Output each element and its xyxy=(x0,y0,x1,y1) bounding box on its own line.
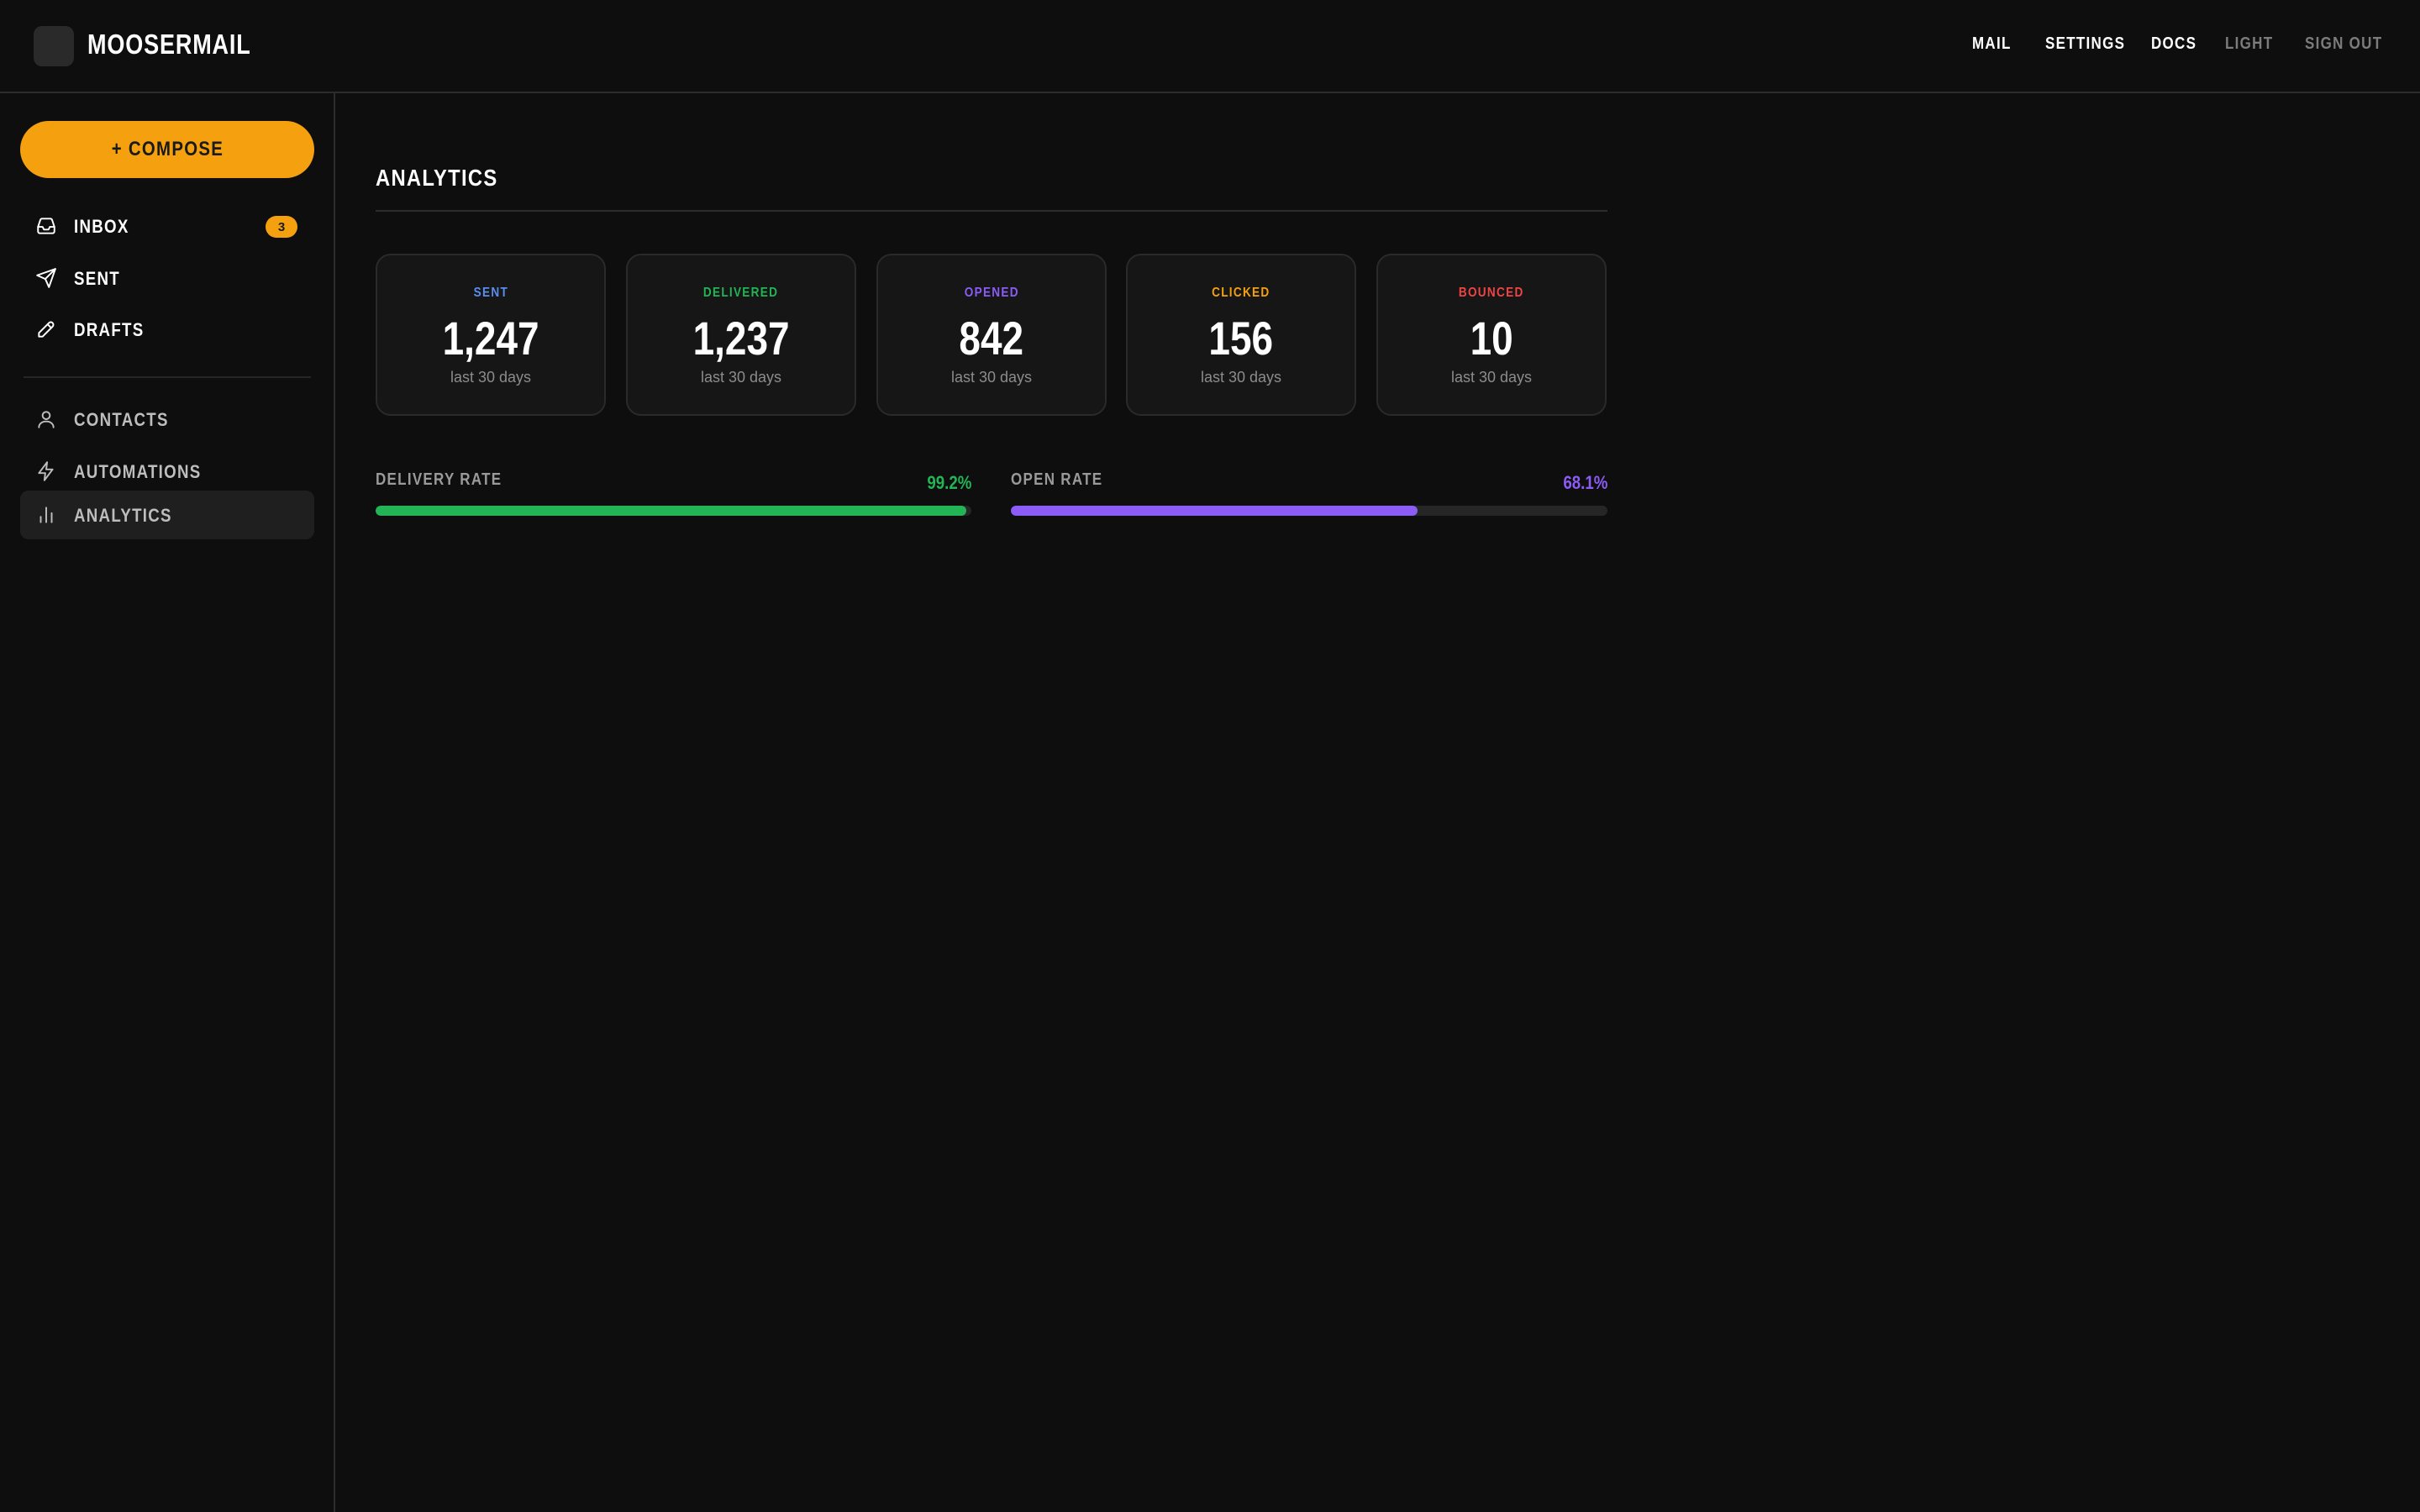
stat-card-delivered: DELIVERED 1,237 last 30 days xyxy=(626,254,856,416)
compose-button[interactable]: + COMPOSE xyxy=(20,121,314,178)
send-icon xyxy=(36,268,56,288)
compose-label: + COMPOSE xyxy=(111,138,224,160)
open-rate-value: 68.1% xyxy=(1562,472,1607,493)
stat-value: 1,247 xyxy=(442,312,539,365)
stat-period: last 30 days xyxy=(1450,369,1533,386)
stat-period: last 30 days xyxy=(450,369,532,386)
top-header: MOOSERMAIL MAIL SETTINGS DOCS LIGHT SIGN… xyxy=(0,0,2420,93)
stat-card-sent: SENT 1,247 last 30 days xyxy=(376,254,606,416)
logo-icon[interactable] xyxy=(34,26,74,66)
stat-value: 156 xyxy=(1208,312,1274,365)
nav-sign-out[interactable]: SIGN OUT xyxy=(2305,34,2383,53)
sidebar-item-drafts[interactable]: DRAFTS xyxy=(20,305,314,354)
stat-card-opened: OPENED 842 last 30 days xyxy=(876,254,1107,416)
sidebar-item-label: INBOX xyxy=(74,216,129,237)
pencil-icon xyxy=(38,321,55,338)
sidebar-divider xyxy=(24,376,311,378)
sidebar-item-label: AUTOMATIONS xyxy=(74,461,202,482)
open-rate-bar xyxy=(1011,506,1607,516)
sidebar-item-label: SENT xyxy=(74,268,120,289)
open-rate-fill xyxy=(1011,506,1418,516)
stat-card-clicked: CLICKED 156 last 30 days xyxy=(1126,254,1356,416)
stat-value: 10 xyxy=(1470,312,1513,365)
brand-name[interactable]: MOOSERMAIL xyxy=(87,29,251,60)
sidebar-item-contacts[interactable]: CONTACTS xyxy=(20,395,314,444)
nav-settings[interactable]: SETTINGS xyxy=(2045,34,2126,53)
nav-light-toggle[interactable]: LIGHT xyxy=(2225,34,2274,53)
nav-mail[interactable]: MAIL xyxy=(1972,34,2012,53)
page-title: ANALYTICS xyxy=(376,165,498,191)
title-divider xyxy=(376,210,1607,212)
nav-docs[interactable]: DOCS xyxy=(2151,34,2197,53)
stat-label: CLICKED xyxy=(1212,286,1270,300)
user-icon xyxy=(38,411,55,428)
stat-label: BOUNCED xyxy=(1459,286,1524,300)
stat-label: DELIVERED xyxy=(703,286,779,300)
unread-count-badge: 3 xyxy=(266,216,297,238)
sidebar-item-label: DRAFTS xyxy=(74,319,145,340)
stat-value: 842 xyxy=(959,312,1024,365)
stat-card-bounced: BOUNCED 10 last 30 days xyxy=(1376,254,1607,416)
delivery-rate-fill xyxy=(376,506,967,516)
sidebar: + COMPOSE INBOX 3 SENT DRAFTS CONTACTS xyxy=(0,93,335,1512)
delivery-rate-label: DELIVERY RATE xyxy=(376,470,502,489)
lightning-icon xyxy=(38,461,54,481)
sidebar-item-label: ANALYTICS xyxy=(74,505,172,526)
sidebar-item-inbox[interactable]: INBOX 3 xyxy=(20,202,314,250)
sidebar-item-analytics[interactable]: ANALYTICS xyxy=(20,491,314,539)
bar-chart-icon xyxy=(39,507,53,523)
delivery-rate-bar xyxy=(376,506,971,516)
sidebar-item-sent[interactable]: SENT xyxy=(20,254,314,302)
delivery-rate-value: 99.2% xyxy=(926,472,971,493)
stat-value: 1,237 xyxy=(692,312,790,365)
stat-label: OPENED xyxy=(964,286,1019,300)
sidebar-item-automations[interactable]: AUTOMATIONS xyxy=(20,447,314,496)
stat-period: last 30 days xyxy=(950,369,1033,386)
stat-period: last 30 days xyxy=(1200,369,1282,386)
sidebar-item-label: CONTACTS xyxy=(74,409,169,430)
stat-period: last 30 days xyxy=(700,369,782,386)
stat-label: SENT xyxy=(473,286,508,300)
inbox-icon xyxy=(37,218,55,234)
open-rate-label: OPEN RATE xyxy=(1011,470,1103,489)
